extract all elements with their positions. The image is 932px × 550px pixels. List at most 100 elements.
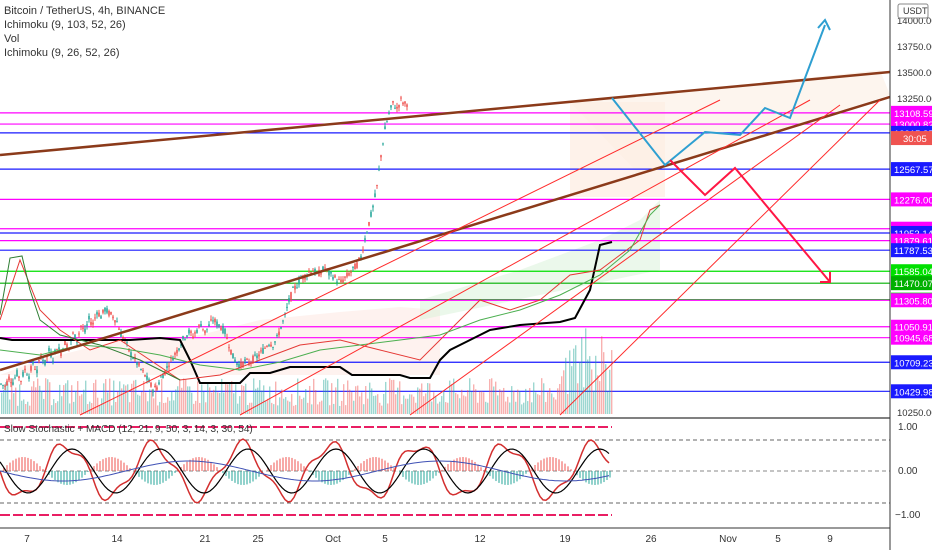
volume-bar [457, 394, 459, 414]
time-tick-0: 7 [24, 534, 30, 545]
candle-body [220, 327, 222, 330]
candle-body [116, 321, 118, 323]
macd-bar [147, 471, 149, 484]
macd-bar [66, 471, 68, 485]
macd-bar [309, 471, 311, 473]
level-label-bg-9 [891, 264, 932, 279]
indicator-volume[interactable]: Vol [4, 33, 20, 45]
volume-bar [159, 401, 161, 414]
macd-bar [234, 471, 236, 483]
volume-bar [571, 366, 573, 414]
macd-bar [381, 458, 383, 471]
volume-bar [319, 401, 321, 414]
macd-bar [522, 471, 524, 477]
volume-bar [447, 402, 449, 414]
candle-body [100, 316, 102, 319]
macd-bar [75, 471, 77, 483]
candle-body [238, 363, 240, 368]
volume-bar [393, 379, 395, 414]
candle-body [226, 337, 228, 340]
candle-body [88, 316, 90, 320]
volume-bar [525, 388, 527, 414]
macd-bar [282, 457, 284, 471]
volume-bar [531, 402, 533, 414]
indicator-ichimoku-2[interactable]: Ichimoku (9, 26, 52, 26) [4, 47, 120, 59]
candle-body [262, 348, 264, 354]
volume-bar [303, 397, 305, 414]
volume-bar [127, 384, 129, 414]
candle-body [58, 347, 60, 350]
symbol-title[interactable]: Bitcoin / TetherUS, 4h, BINANCE [4, 5, 166, 17]
volume-bar [345, 405, 347, 414]
candle-body [278, 331, 280, 336]
volume-bar [177, 386, 179, 414]
currency-badge[interactable] [897, 3, 929, 19]
volume-bar [451, 384, 453, 414]
macd-bar [99, 461, 101, 471]
volume-bar [459, 398, 461, 414]
candle-body [404, 101, 406, 104]
macd-bar [345, 471, 347, 478]
volume-bar [129, 402, 131, 414]
volume-bar [43, 398, 45, 414]
macd-bar [552, 457, 554, 471]
macd-bar [243, 471, 245, 485]
level-label-15: 10709.23 [894, 358, 932, 369]
volume-bar [219, 392, 221, 414]
macd-bar [141, 471, 143, 480]
volume-bar [83, 389, 85, 414]
candle-body [324, 267, 326, 269]
volume-bar [311, 404, 313, 414]
lower-trend-line [0, 95, 891, 372]
candle-body [222, 325, 224, 334]
macd-bar [441, 469, 443, 471]
volume-bar [175, 389, 177, 414]
candle-body [66, 344, 68, 349]
candle-body [140, 368, 142, 370]
volume-bar [547, 392, 549, 414]
candle-body [342, 279, 344, 283]
volume-bar [119, 381, 121, 414]
macd-bar [27, 457, 29, 471]
candle-body [196, 329, 198, 333]
candle-body [400, 97, 402, 99]
countdown-bg [891, 131, 932, 146]
candle-body [162, 374, 164, 379]
macd-bar [3, 468, 5, 471]
volume-bar [243, 385, 245, 414]
volume-bar [367, 398, 369, 414]
candle-body [260, 350, 262, 352]
candle-body [28, 376, 30, 379]
volume-bar [211, 392, 213, 414]
candle-body [322, 266, 324, 271]
macd-bar [270, 465, 272, 471]
candle-body [228, 347, 230, 349]
volume-bar [399, 381, 401, 414]
candle-body [192, 336, 194, 339]
candle-body [364, 238, 366, 241]
volume-bar [15, 387, 17, 414]
candle-body [292, 286, 294, 288]
volume-bar [63, 385, 65, 414]
volume-bar [143, 380, 145, 414]
volume-bar [443, 390, 445, 414]
volume-bar [549, 388, 551, 414]
oscillator-title[interactable]: Slow Stochastic + MACD (12, 21, 9, 50, 3… [4, 424, 253, 435]
time-tick-5: 5 [382, 534, 388, 545]
candle-body [362, 249, 364, 252]
macd-bar [378, 457, 380, 471]
volume-bar [103, 383, 105, 414]
time-tick-2: 21 [199, 534, 211, 545]
candle-body [376, 184, 378, 186]
indicator-ichimoku-1[interactable]: Ichimoku (9, 103, 52, 26) [4, 19, 126, 31]
level-label-bg-15 [891, 355, 932, 370]
volume-bar [155, 382, 157, 414]
volume-bar [101, 398, 103, 414]
candle-body [132, 358, 134, 360]
volume-bar [225, 383, 227, 414]
macd-bar [192, 458, 194, 471]
volume-bar [283, 398, 285, 414]
volume-bar [397, 387, 399, 414]
time-axis[interactable]: 7 14 21 25 Oct 5 12 19 26 Nov 5 9 [24, 534, 833, 545]
